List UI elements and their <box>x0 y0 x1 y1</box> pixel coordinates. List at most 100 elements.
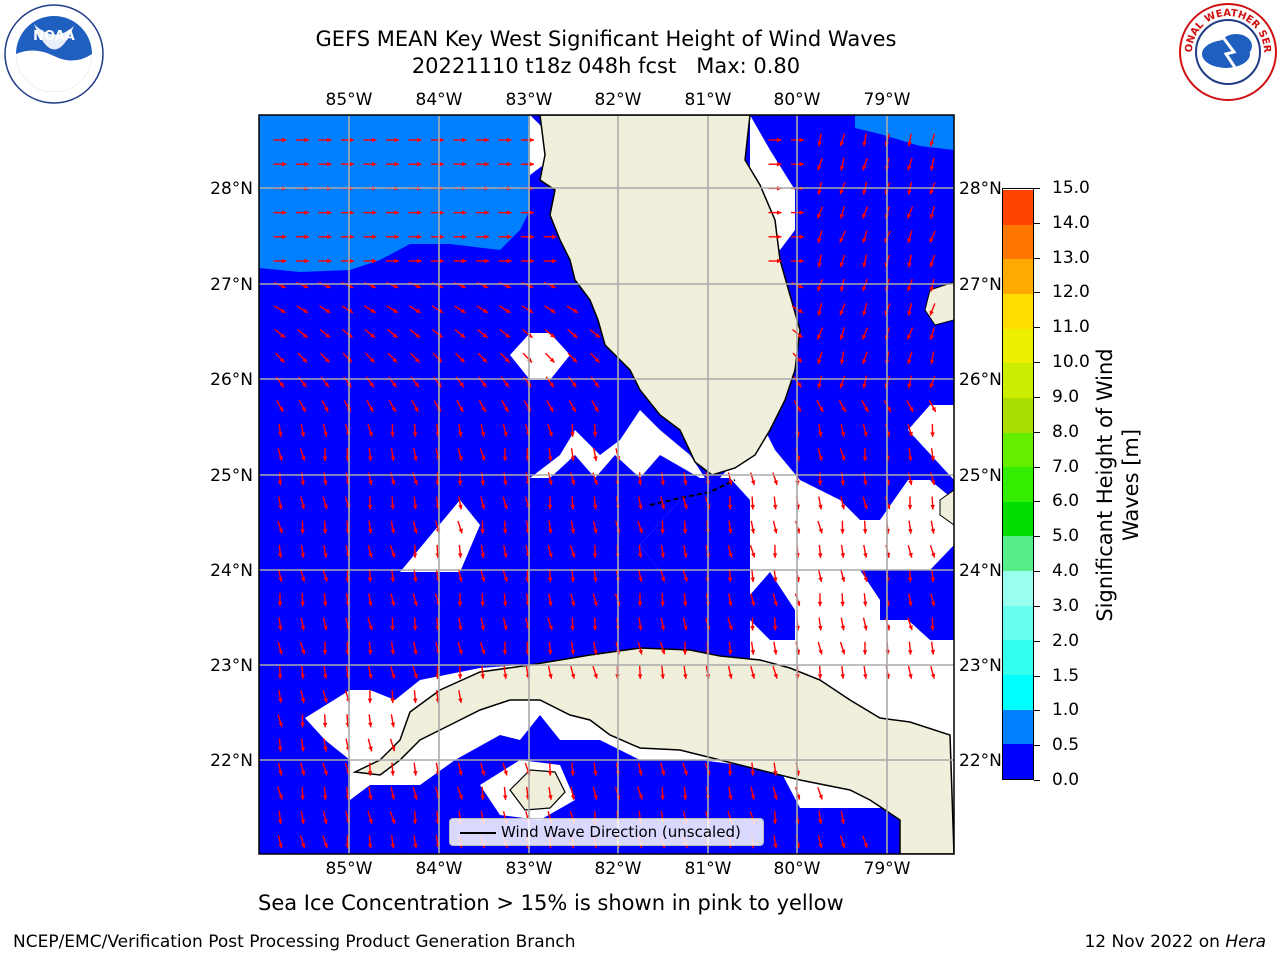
wind-wave-arrow-head <box>278 843 283 849</box>
wind-wave-arrow-head <box>683 552 688 558</box>
wind-wave-arrow-head <box>773 577 778 583</box>
wind-wave-arrow-head <box>480 504 486 510</box>
wind-wave-arrow-head <box>907 359 912 364</box>
wind-wave-arrow-head <box>797 357 802 363</box>
wind-wave-arrow-head <box>439 137 444 143</box>
wind-wave-arrow-head <box>349 234 354 240</box>
wind-wave-arrow-head <box>839 286 845 292</box>
wind-wave-arrow-head <box>300 819 306 825</box>
wind-wave-arrow-head <box>772 504 778 510</box>
wind-wave-arrow-head <box>907 456 913 462</box>
wind-wave-arrow-head <box>368 818 373 824</box>
wind-wave-arrow-head <box>370 308 376 313</box>
wind-wave-arrow-head <box>369 382 374 388</box>
wind-wave-arrow-head <box>772 819 778 825</box>
wind-wave-arrow-head <box>637 553 643 558</box>
wind-wave-arrow-head <box>660 601 665 607</box>
wind-wave-arrow-head <box>304 161 309 167</box>
wind-wave-arrow-head <box>863 576 868 582</box>
wind-wave-arrow-head <box>304 258 309 264</box>
wind-wave-arrow-head <box>417 258 422 264</box>
colorbar-tick-label: 1.5 <box>1052 665 1080 686</box>
colorbar-tick-mark <box>1034 710 1040 712</box>
wind-wave-arrow-head <box>773 480 778 485</box>
legend-line-swatch <box>460 832 496 834</box>
wind-wave-arrow-head <box>480 770 486 776</box>
wind-wave-arrow-head <box>638 770 643 776</box>
wind-wave-arrow-head <box>592 504 598 510</box>
wind-wave-arrow-head <box>727 771 733 776</box>
wind-wave-arrow-head <box>660 504 666 510</box>
wind-wave-arrow-head <box>503 674 508 679</box>
wind-wave-arrow-head <box>415 283 421 289</box>
wind-wave-arrow-head <box>322 456 328 462</box>
wind-wave-arrow-head <box>282 258 287 264</box>
wind-wave-arrow-head <box>278 577 283 582</box>
wind-wave-arrow-head <box>390 649 396 655</box>
wind-wave-arrow-head <box>773 843 778 849</box>
lat-label-right: 22°N <box>959 751 1002 771</box>
wind-wave-arrow-head <box>417 234 422 240</box>
colorbar-tick-label: 3.0 <box>1052 595 1080 616</box>
wind-wave-arrow-head <box>773 794 778 800</box>
wind-wave-arrow-head <box>570 601 576 607</box>
wind-wave-arrow-head <box>278 432 283 437</box>
wind-wave-arrow-head <box>278 649 283 655</box>
wind-wave-arrow-head <box>929 310 934 316</box>
lat-label-left: 22°N <box>210 751 253 771</box>
wind-wave-arrow-head <box>817 383 822 389</box>
lat-label-right: 27°N <box>959 275 1002 295</box>
map-title: GEFS MEAN Key West Significant Height of… <box>315 27 897 51</box>
wind-wave-arrow-head <box>930 577 935 583</box>
wind-wave-arrow-head <box>390 673 396 679</box>
wind-wave-arrow-head <box>817 238 822 244</box>
wind-wave-arrow-head <box>593 794 598 800</box>
colorbar-segment <box>1003 536 1033 572</box>
wind-wave-arrow-head <box>324 406 329 412</box>
wind-wave-arrow-head <box>323 674 328 679</box>
wind-wave-arrow-head <box>570 794 576 800</box>
wind-wave-arrow-head <box>457 601 463 607</box>
wind-wave-arrow-head <box>412 432 418 437</box>
wind-wave-arrow-head <box>277 553 283 558</box>
lat-label-right: 26°N <box>959 370 1002 390</box>
wind-wave-arrow-head <box>907 383 912 389</box>
wind-wave-arrow-head <box>772 553 778 558</box>
colorbar-tick-mark <box>1034 640 1040 642</box>
lon-label-bottom: 84°W <box>416 859 463 879</box>
wind-wave-arrow-head <box>777 161 782 167</box>
wind-wave-arrow-head <box>862 456 868 462</box>
wind-wave-arrow-head <box>817 674 823 679</box>
wind-wave-arrow-head <box>818 504 823 510</box>
wind-wave-arrow-head <box>439 210 444 215</box>
colorbar-tick-label: 13.0 <box>1052 247 1090 268</box>
wind-wave-arrow-head <box>300 625 306 631</box>
colorbar-tick-label: 9.0 <box>1052 386 1080 407</box>
colorbar-tick-mark <box>1034 396 1040 398</box>
colorbar-tick-label: 1.0 <box>1052 700 1080 721</box>
wind-wave-arrow-head <box>863 431 868 437</box>
wind-wave-arrow-head <box>930 480 936 486</box>
wind-wave-arrow-head <box>660 674 665 679</box>
wind-wave-arrow-head <box>460 283 466 289</box>
wind-wave-arrow-head <box>277 674 283 679</box>
wind-wave-arrow-head <box>570 577 575 583</box>
wind-wave-arrow-head <box>548 480 553 486</box>
wind-wave-arrow-head <box>300 601 305 607</box>
wind-wave-arrow-head <box>908 528 913 534</box>
wind-wave-arrow-head <box>458 577 463 582</box>
wind-wave-arrow-head <box>502 529 508 534</box>
wind-wave-arrow-head <box>571 382 577 388</box>
wind-wave-arrow-head <box>750 480 756 486</box>
wind-wave-arrow-head <box>480 601 485 607</box>
wind-wave-arrow-head <box>529 137 534 143</box>
colorbar <box>1002 188 1034 780</box>
wind-wave-arrow-head <box>840 480 845 486</box>
wind-wave-arrow-head <box>323 576 328 582</box>
wind-wave-arrow-head <box>929 359 935 365</box>
wind-wave-arrow-head <box>278 528 283 534</box>
wind-wave-arrow-head <box>839 189 844 195</box>
wind-wave-arrow-head <box>817 334 822 340</box>
wind-wave-arrow-head <box>480 553 486 558</box>
lat-label-left: 27°N <box>210 275 253 295</box>
